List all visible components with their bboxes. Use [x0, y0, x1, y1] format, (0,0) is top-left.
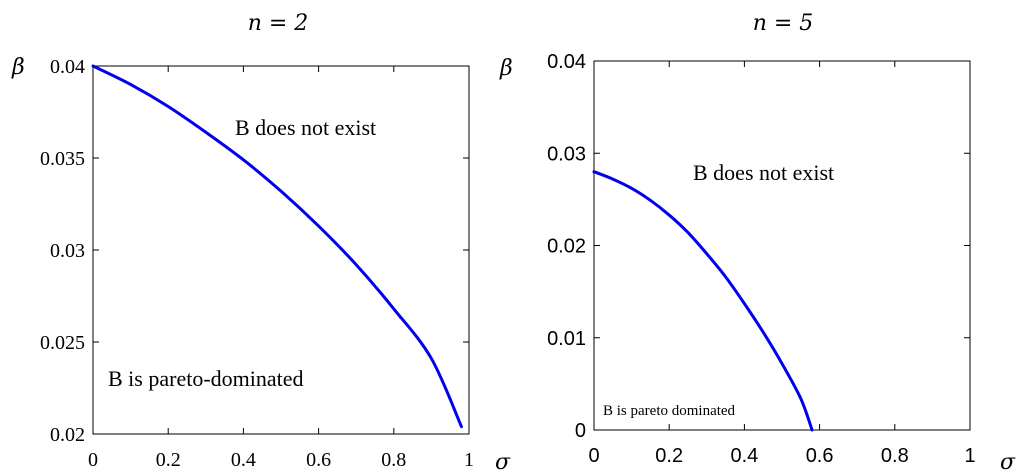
x-ticks-right: 0 0.2 0.4 0.6 0.8 1 — [588, 61, 976, 467]
chart-panel-right: n = 5 0 0.2 0.4 0.6 0.8 1 0 0.01 0.02 0.03 0.04 β… — [499, 11, 1016, 475]
x-tick-label-left: 0 — [88, 449, 98, 471]
y-tick-label-left: 0.03 — [50, 240, 85, 262]
y-axis-label-left: β — [11, 55, 25, 80]
x-tick-label-left: 0.2 — [156, 449, 181, 471]
y-tick-label-right: 0.01 — [547, 328, 586, 350]
x-tick-label-left: 0.6 — [306, 449, 331, 471]
x-axis-label-left: σ — [495, 450, 511, 475]
y-tick-label-right: 0 — [575, 420, 586, 442]
y-tick-label-right: 0.02 — [547, 236, 586, 258]
x-tick-label-left: 1 — [464, 449, 474, 471]
x-tick-label-right: 1 — [964, 445, 975, 467]
panel-title-left: n = 2 — [248, 11, 309, 36]
chart-panel-left: n = 2 0 0.2 0.4 0.6 0.8 1 0.020.0250.030.0350… — [11, 11, 511, 475]
x-tick-label-right: 0.2 — [655, 445, 683, 467]
region-label-left-lower: B is pareto-dominated — [108, 366, 304, 391]
x-axis-label-right: σ — [1000, 450, 1016, 475]
y-tick-label-right: 0.03 — [547, 143, 586, 165]
region-label-right-upper: B does not exist — [693, 160, 834, 185]
x-tick-label-right: 0 — [588, 445, 599, 467]
y-axis-label-right: β — [499, 56, 513, 81]
x-tick-label-right: 0.4 — [730, 445, 758, 467]
series-line-right — [592, 170, 814, 432]
plot-frame-right — [593, 60, 971, 431]
series-line-left — [91, 64, 463, 429]
x-tick-label-left: 0.4 — [231, 449, 256, 471]
y-tick-label-left: 0.02 — [50, 424, 85, 446]
panel-title-right: n = 5 — [753, 11, 814, 36]
region-label-right-lower: B is pareto dominated — [603, 403, 736, 419]
y-tick-label-left: 0.04 — [50, 56, 85, 78]
x-tick-label-left: 0.8 — [381, 449, 406, 471]
y-ticks-left: 0.02 0.025 0.03 0.035 0.04 — [40, 56, 469, 446]
y-tick-label-left: 0.035 — [40, 148, 85, 170]
y-tick-label-left: 0.025 — [40, 332, 85, 354]
y-tick-label-right: 0.04 — [547, 51, 586, 73]
x-ticks-left: 0 0.2 0.4 0.6 0.8 1 — [88, 66, 474, 471]
y-ticks-right: 0 0.01 0.02 0.03 0.04 — [547, 51, 970, 442]
x-tick-label-right: 0.6 — [806, 445, 834, 467]
x-tick-label-right: 0.8 — [881, 445, 909, 467]
region-label-left-upper: B does not exist — [235, 115, 376, 140]
